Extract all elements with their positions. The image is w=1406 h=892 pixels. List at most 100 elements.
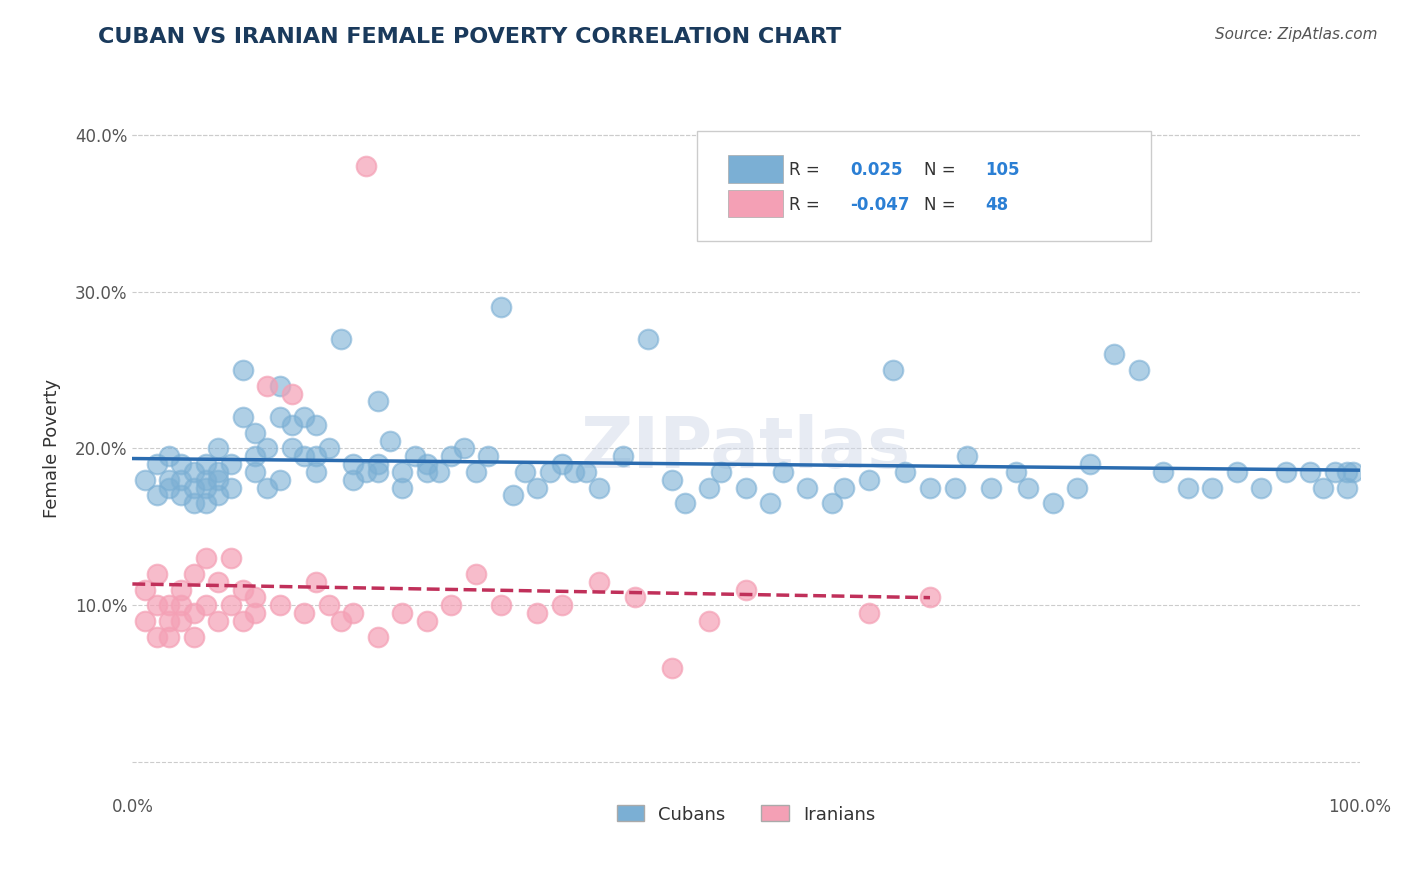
Point — [821, 496, 844, 510]
Point — [1078, 457, 1101, 471]
Point — [404, 450, 426, 464]
Point — [832, 481, 855, 495]
Point — [1343, 465, 1365, 479]
Point — [697, 614, 720, 628]
Point — [918, 591, 941, 605]
Point — [562, 465, 585, 479]
Point — [367, 394, 389, 409]
Point — [183, 630, 205, 644]
Point — [416, 614, 439, 628]
Point — [440, 450, 463, 464]
Point — [427, 465, 450, 479]
Point — [243, 606, 266, 620]
Point — [292, 606, 315, 620]
Point — [637, 332, 659, 346]
Y-axis label: Female Poverty: Female Poverty — [44, 379, 60, 518]
Point — [219, 457, 242, 471]
Text: N =: N = — [924, 196, 956, 214]
Point — [207, 465, 229, 479]
Point — [318, 442, 340, 456]
Point — [391, 606, 413, 620]
Point — [232, 614, 254, 628]
Point — [305, 450, 328, 464]
Point — [551, 598, 574, 612]
Point — [170, 614, 193, 628]
Point — [269, 473, 291, 487]
Point — [796, 481, 818, 495]
Point — [256, 481, 278, 495]
Point — [281, 386, 304, 401]
Point — [256, 378, 278, 392]
Point — [673, 496, 696, 510]
Point — [170, 598, 193, 612]
Point — [195, 496, 218, 510]
Point — [1042, 496, 1064, 510]
Point — [195, 551, 218, 566]
Point — [980, 481, 1002, 495]
Point — [243, 425, 266, 440]
Point — [513, 465, 536, 479]
Point — [243, 465, 266, 479]
Point — [956, 450, 979, 464]
Point — [772, 465, 794, 479]
Point — [183, 481, 205, 495]
Point — [735, 481, 758, 495]
Point — [489, 301, 512, 315]
Point — [588, 574, 610, 589]
Point — [1312, 481, 1334, 495]
Point — [894, 465, 917, 479]
Point — [342, 473, 364, 487]
Point — [157, 450, 180, 464]
Point — [146, 566, 169, 581]
Point — [207, 442, 229, 456]
Point — [281, 442, 304, 456]
Point — [195, 473, 218, 487]
Point — [281, 417, 304, 432]
Point — [146, 630, 169, 644]
Point — [416, 457, 439, 471]
Point — [269, 410, 291, 425]
Point — [134, 582, 156, 597]
Point — [465, 465, 488, 479]
Point — [269, 598, 291, 612]
Point — [157, 481, 180, 495]
Text: R =: R = — [789, 161, 820, 179]
Point — [526, 481, 548, 495]
Point — [465, 566, 488, 581]
Point — [219, 481, 242, 495]
Point — [1336, 465, 1358, 479]
Point — [526, 606, 548, 620]
Point — [551, 457, 574, 471]
Point — [354, 159, 377, 173]
FancyBboxPatch shape — [727, 190, 783, 218]
Point — [710, 465, 733, 479]
Legend: Cubans, Iranians: Cubans, Iranians — [607, 797, 884, 832]
FancyBboxPatch shape — [697, 131, 1152, 242]
Point — [1128, 363, 1150, 377]
Text: 105: 105 — [986, 161, 1019, 179]
Text: N =: N = — [924, 161, 956, 179]
Point — [134, 473, 156, 487]
Point — [243, 591, 266, 605]
Point — [183, 606, 205, 620]
Point — [735, 582, 758, 597]
Point — [170, 582, 193, 597]
Text: 48: 48 — [986, 196, 1008, 214]
Point — [1299, 465, 1322, 479]
Point — [330, 614, 353, 628]
Point — [183, 566, 205, 581]
Point — [170, 488, 193, 502]
Point — [882, 363, 904, 377]
Point — [207, 488, 229, 502]
Point — [292, 410, 315, 425]
Point — [1336, 481, 1358, 495]
Point — [146, 598, 169, 612]
Point — [269, 378, 291, 392]
Point — [207, 473, 229, 487]
Point — [453, 442, 475, 456]
Text: Source: ZipAtlas.com: Source: ZipAtlas.com — [1215, 27, 1378, 42]
Point — [918, 481, 941, 495]
Point — [367, 465, 389, 479]
Point — [305, 417, 328, 432]
Point — [612, 450, 634, 464]
